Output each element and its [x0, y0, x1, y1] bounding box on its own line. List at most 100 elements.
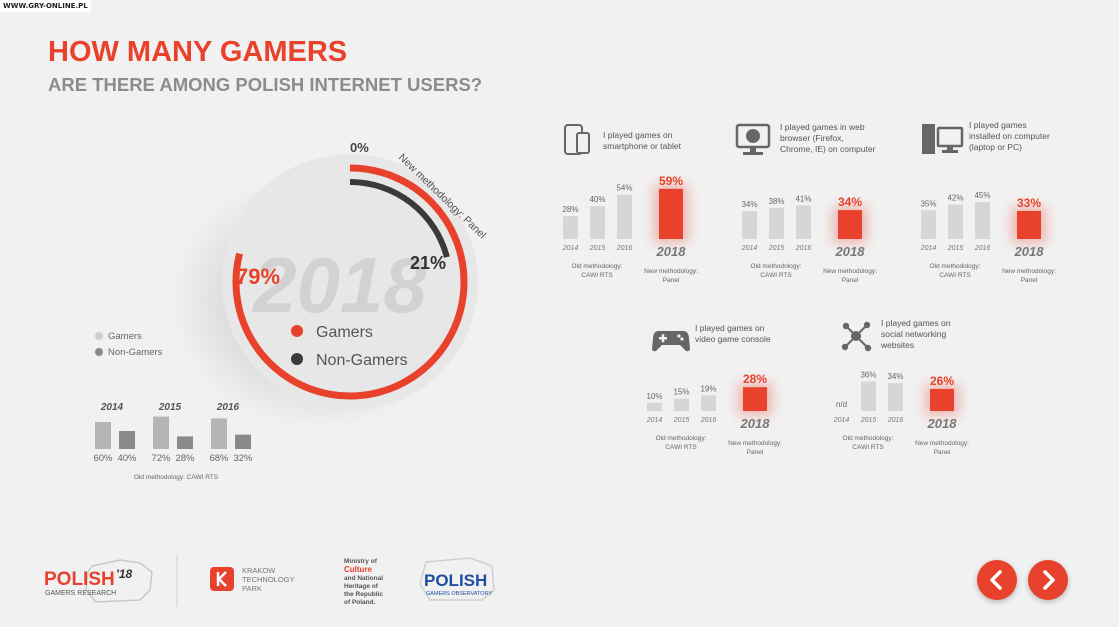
polish-gamers-research-logo: POLISH '18 GAMERS RESEARCH — [44, 559, 153, 603]
old-bar-year: 2015 — [860, 417, 877, 424]
platform-title-line: websites — [880, 340, 914, 350]
old-bar-value: 15% — [673, 388, 689, 397]
old-methodology-note: CAWI RTS — [852, 444, 884, 451]
new-methodology-note: Panel — [1021, 277, 1038, 284]
platform-title-line: Chrome, IE) on computer — [780, 144, 876, 154]
donut-nongamers-pct: 21% — [410, 253, 446, 273]
previous-button[interactable] — [977, 560, 1017, 600]
old-gamers-bar — [95, 422, 111, 449]
old-bar-value: 36% — [860, 370, 876, 379]
desktop-computer-icon — [922, 124, 964, 154]
old-methodology-note: Old methodology: — [843, 435, 894, 442]
old-bar — [674, 398, 689, 411]
pgo-logo-subtitle: GAMERS OBSERVATORY — [426, 591, 492, 597]
new-bar — [743, 387, 767, 411]
old-bar — [617, 194, 632, 239]
polish-logo-text: POLISH — [44, 569, 115, 590]
old-bar-value: 41% — [795, 194, 811, 203]
new-bar — [659, 188, 683, 239]
chevron-left-icon — [990, 570, 1002, 590]
platform-title-line: I played games on — [603, 130, 673, 140]
next-button[interactable] — [1028, 560, 1068, 600]
new-methodology-note: Panel — [934, 449, 951, 456]
old-nongamers-value: 40% — [117, 453, 137, 464]
old-gamers-value: 60% — [93, 453, 113, 464]
old-bar-value: 42% — [947, 194, 963, 203]
donut-chart — [232, 164, 468, 400]
old-methodology-note: CAWI RTS — [760, 272, 792, 279]
ministry-of-culture-logo: Ministry of Culture and National Heritag… — [344, 558, 383, 606]
donut-gamers-arc — [232, 164, 468, 400]
new-bar-year: 2018 — [927, 416, 958, 431]
page-title: HOW MANY GAMERS — [48, 36, 348, 68]
old-bar — [769, 207, 784, 239]
old-year-label: 2014 — [100, 402, 124, 413]
ministry-line-4: Heritage of — [344, 583, 379, 590]
old-bar-year: 2015 — [589, 245, 606, 252]
old-bar — [921, 210, 936, 239]
old-bar — [590, 206, 605, 239]
old-bar — [796, 205, 811, 239]
ministry-line-2: Culture — [344, 565, 373, 574]
old-methodology-note: Old methodology: — [656, 435, 707, 442]
old-bar-year: 2014 — [920, 245, 937, 252]
old-bar-year: 2015 — [673, 417, 690, 424]
old-bar — [948, 204, 963, 239]
old-bar-value: 34% — [741, 200, 757, 209]
new-bar — [838, 210, 862, 239]
old-year-label: 2015 — [158, 402, 182, 413]
old-bar — [742, 211, 757, 239]
old-bar — [861, 381, 876, 411]
old-bar-value: 40% — [589, 195, 605, 204]
platform-title-line: (laptop or PC) — [969, 142, 1022, 152]
donut-zero-label: 0% — [350, 140, 369, 155]
legend-nongamers-label: Non-Gamers — [316, 352, 408, 369]
old-bar — [647, 402, 662, 411]
polish-gamers-observatory-logo: POLISH GAMERS OBSERVATORY — [419, 557, 495, 601]
old-bar-value: n/d — [836, 400, 847, 409]
new-bar-year: 2018 — [740, 416, 771, 431]
web-browser-icon — [735, 123, 771, 155]
old-bar-value: 35% — [920, 199, 936, 208]
old-bar-year: 2014 — [833, 417, 850, 424]
legend-gamers-dot — [291, 325, 303, 337]
old-methodology-label: Old methodology: CAWI RTS — [134, 474, 219, 481]
legend-gamers-label: Gamers — [316, 324, 373, 341]
chevron-right-icon — [1043, 570, 1055, 590]
ktp-line-3: PARK — [242, 584, 262, 593]
ministry-line-6: of Poland. — [344, 599, 376, 606]
pgo-logo-text: POLISH — [424, 571, 487, 590]
old-gamers-value: 68% — [209, 453, 229, 464]
new-methodology-note: New methodology: — [915, 440, 969, 447]
old-bar-value: 38% — [768, 197, 784, 206]
donut-nongamers-arc — [349, 179, 450, 258]
new-bar — [1017, 210, 1041, 239]
new-bar-value: 26% — [930, 374, 954, 388]
platform-title-line: installed on computer — [969, 131, 1050, 141]
new-methodology-note: Panel — [747, 449, 764, 456]
legend-nongamers-dot — [291, 353, 303, 365]
gamepad-icon — [652, 331, 690, 352]
old-methodology-chart: 2014 60% 40% 2015 72% 28% 2016 68% 32% — [93, 402, 253, 464]
old-bar-year: 2014 — [741, 245, 758, 252]
old-methodology-note: Old methodology: — [572, 263, 623, 270]
ministry-line-1: Ministry of — [344, 558, 378, 565]
old-bar-value: 34% — [887, 372, 903, 381]
old-bar-year: 2016 — [795, 245, 812, 252]
old-bar-year: 2016 — [974, 245, 991, 252]
old-bar-year: 2016 — [616, 245, 633, 252]
old-legend-nongamers-label: Non-Gamers — [108, 347, 163, 358]
old-methodology-note: Old methodology: — [930, 263, 981, 270]
platform-title-line: I played games — [969, 120, 1027, 130]
new-methodology-note: New methodology: — [1002, 268, 1056, 275]
old-nongamers-bar — [119, 431, 135, 449]
old-bar-year: 2016 — [887, 417, 904, 424]
platform-title-line: smartphone or tablet — [603, 141, 682, 151]
new-methodology-note: Panel — [663, 277, 680, 284]
